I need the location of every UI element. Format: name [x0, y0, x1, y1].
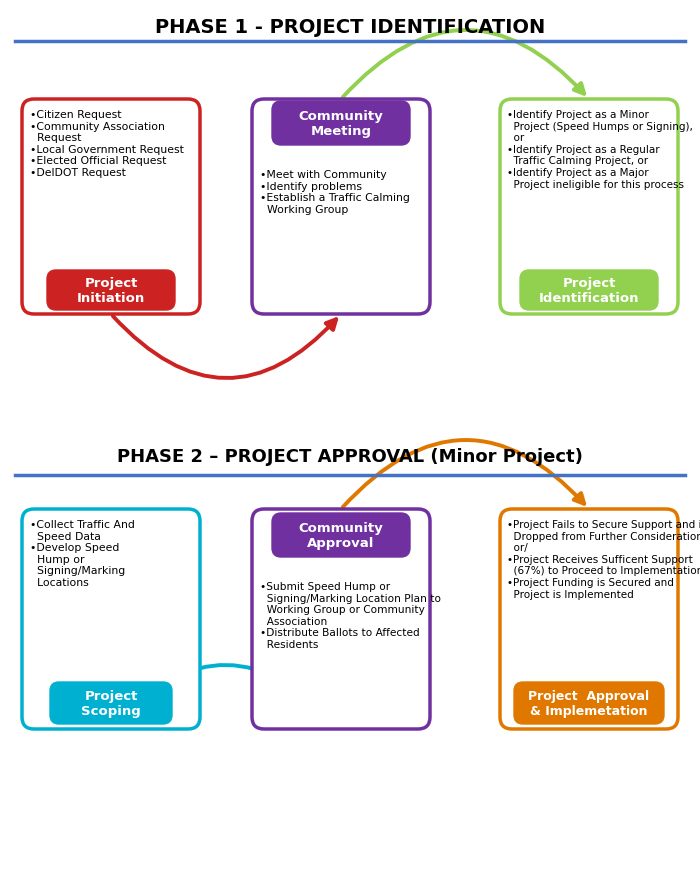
Text: PHASE 1 - PROJECT IDENTIFICATION: PHASE 1 - PROJECT IDENTIFICATION [155, 18, 545, 37]
Text: •Collect Traffic And
  Speed Data
•Develop Speed
  Hump or
  Signing/Marking
  L: •Collect Traffic And Speed Data •Develop… [30, 520, 135, 587]
FancyBboxPatch shape [22, 509, 200, 729]
Text: Community
Meeting: Community Meeting [299, 110, 384, 138]
FancyBboxPatch shape [520, 270, 658, 311]
FancyBboxPatch shape [47, 270, 175, 311]
FancyBboxPatch shape [514, 682, 664, 724]
Text: Project  Approval
& Implemetation: Project Approval & Implemetation [528, 689, 650, 717]
FancyBboxPatch shape [500, 100, 678, 314]
FancyArrowPatch shape [343, 31, 584, 97]
Text: •Citizen Request
•Community Association
  Request
•Local Government Request
•Ele: •Citizen Request •Community Association … [30, 110, 184, 178]
FancyArrowPatch shape [116, 666, 339, 727]
FancyArrowPatch shape [343, 441, 584, 507]
FancyBboxPatch shape [272, 514, 410, 558]
Text: Project
Identification: Project Identification [539, 277, 639, 305]
FancyBboxPatch shape [252, 100, 430, 314]
FancyBboxPatch shape [252, 509, 430, 729]
Text: Project
Scoping: Project Scoping [81, 689, 141, 717]
Text: •Project Fails to Secure Support and is
  Dropped from Further Consideration
  o: •Project Fails to Secure Support and is … [507, 520, 700, 599]
FancyArrowPatch shape [113, 317, 336, 378]
FancyBboxPatch shape [500, 509, 678, 729]
Text: PHASE 2 – PROJECT APPROVAL (Minor Project): PHASE 2 – PROJECT APPROVAL (Minor Projec… [117, 448, 583, 465]
Text: Community
Approval: Community Approval [299, 522, 384, 550]
Text: Project
Initiation: Project Initiation [77, 277, 145, 305]
Text: •Meet with Community
•Identify problems
•Establish a Traffic Calming
  Working G: •Meet with Community •Identify problems … [260, 169, 410, 214]
FancyBboxPatch shape [50, 682, 172, 724]
Text: •Identify Project as a Minor
  Project (Speed Humps or Signing),
  or
•Identify : •Identify Project as a Minor Project (Sp… [507, 110, 693, 190]
Text: •Submit Speed Hump or
  Signing/Marking Location Plan to
  Working Group or Comm: •Submit Speed Hump or Signing/Marking Lo… [260, 581, 441, 649]
FancyBboxPatch shape [22, 100, 200, 314]
FancyBboxPatch shape [272, 102, 410, 146]
